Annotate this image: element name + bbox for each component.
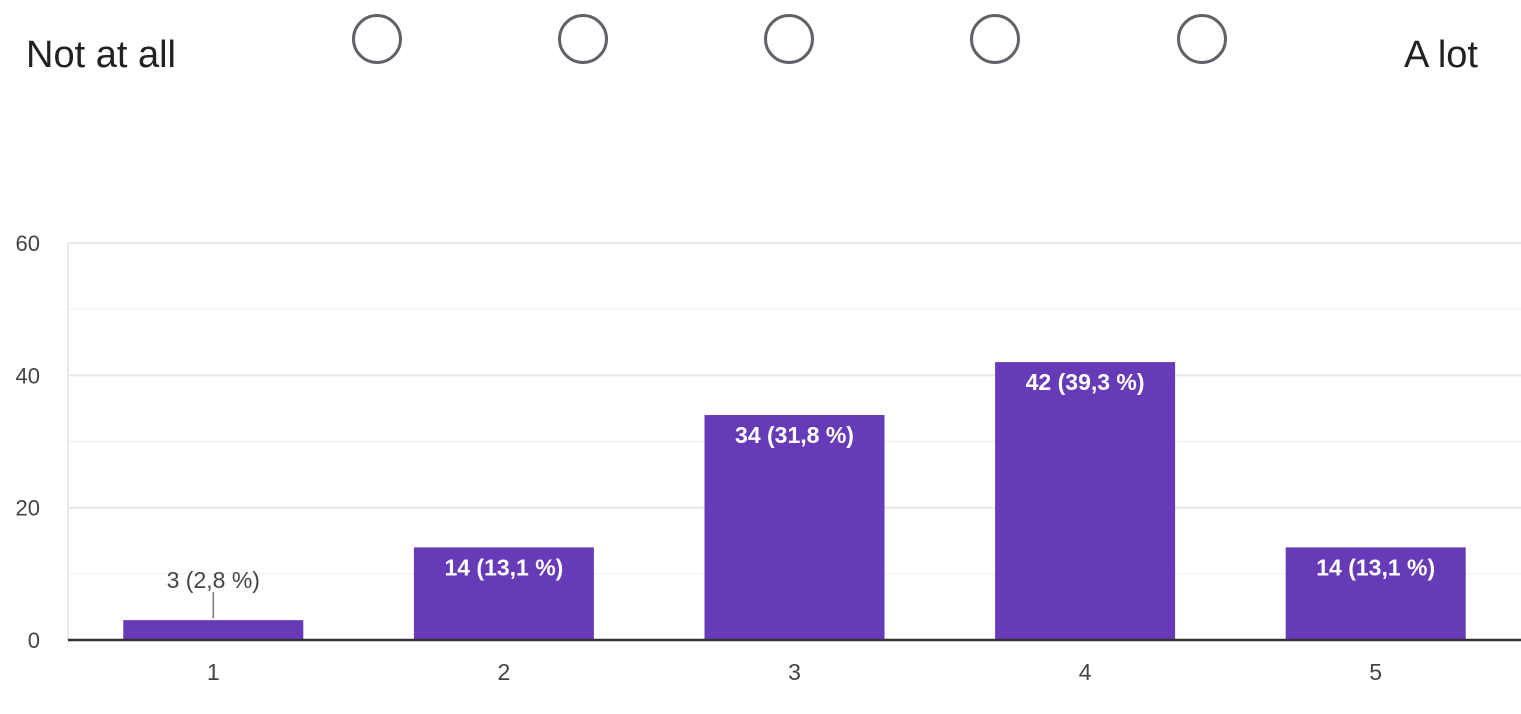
bar-4	[995, 362, 1176, 640]
data-label-5: 14 (13,1 %)	[1316, 554, 1435, 580]
bar-chart-svg: 0 20 40 60 3 (2,8 %) 1 14 (13,1 %) 2 34 (31,8 %)…	[16, 231, 1521, 685]
data-label-2: 14 (13,1 %)	[444, 554, 563, 580]
scale-radio-1[interactable]	[352, 14, 402, 64]
scale-low-label: Not at all	[26, 34, 176, 76]
scale-radio-4[interactable]	[970, 14, 1020, 64]
x-tick-label-1: 1	[207, 659, 220, 685]
y-tick-label: 60	[16, 231, 40, 256]
bar-2	[413, 547, 594, 640]
bar-1	[123, 620, 304, 640]
scale-radio-5[interactable]	[1177, 14, 1227, 64]
x-tick-label-4: 4	[1079, 659, 1092, 685]
x-tick-label-3: 3	[788, 659, 801, 685]
x-tick-label-5: 5	[1369, 659, 1382, 685]
bar-5	[1285, 547, 1466, 640]
scale-radio-2[interactable]	[558, 14, 608, 64]
data-label-1: 3 (2,8 %)	[167, 567, 260, 593]
bar-chart: 0 20 40 60 3 (2,8 %) 1 14 (13,1 %) 2 34 (31,8 %)…	[0, 200, 1521, 709]
data-label-4: 42 (39,3 %)	[1026, 369, 1145, 395]
y-tick-label: 0	[28, 628, 40, 653]
y-tick-label: 20	[16, 496, 40, 521]
bar-3	[704, 415, 885, 640]
y-tick-label: 40	[16, 363, 40, 388]
linear-scale-row: Not at all A lot	[0, 0, 1521, 110]
x-tick-label-2: 2	[498, 659, 511, 685]
data-label-3: 34 (31,8 %)	[735, 422, 854, 448]
scale-radio-3[interactable]	[764, 14, 814, 64]
scale-high-label: A lot	[1404, 34, 1478, 76]
